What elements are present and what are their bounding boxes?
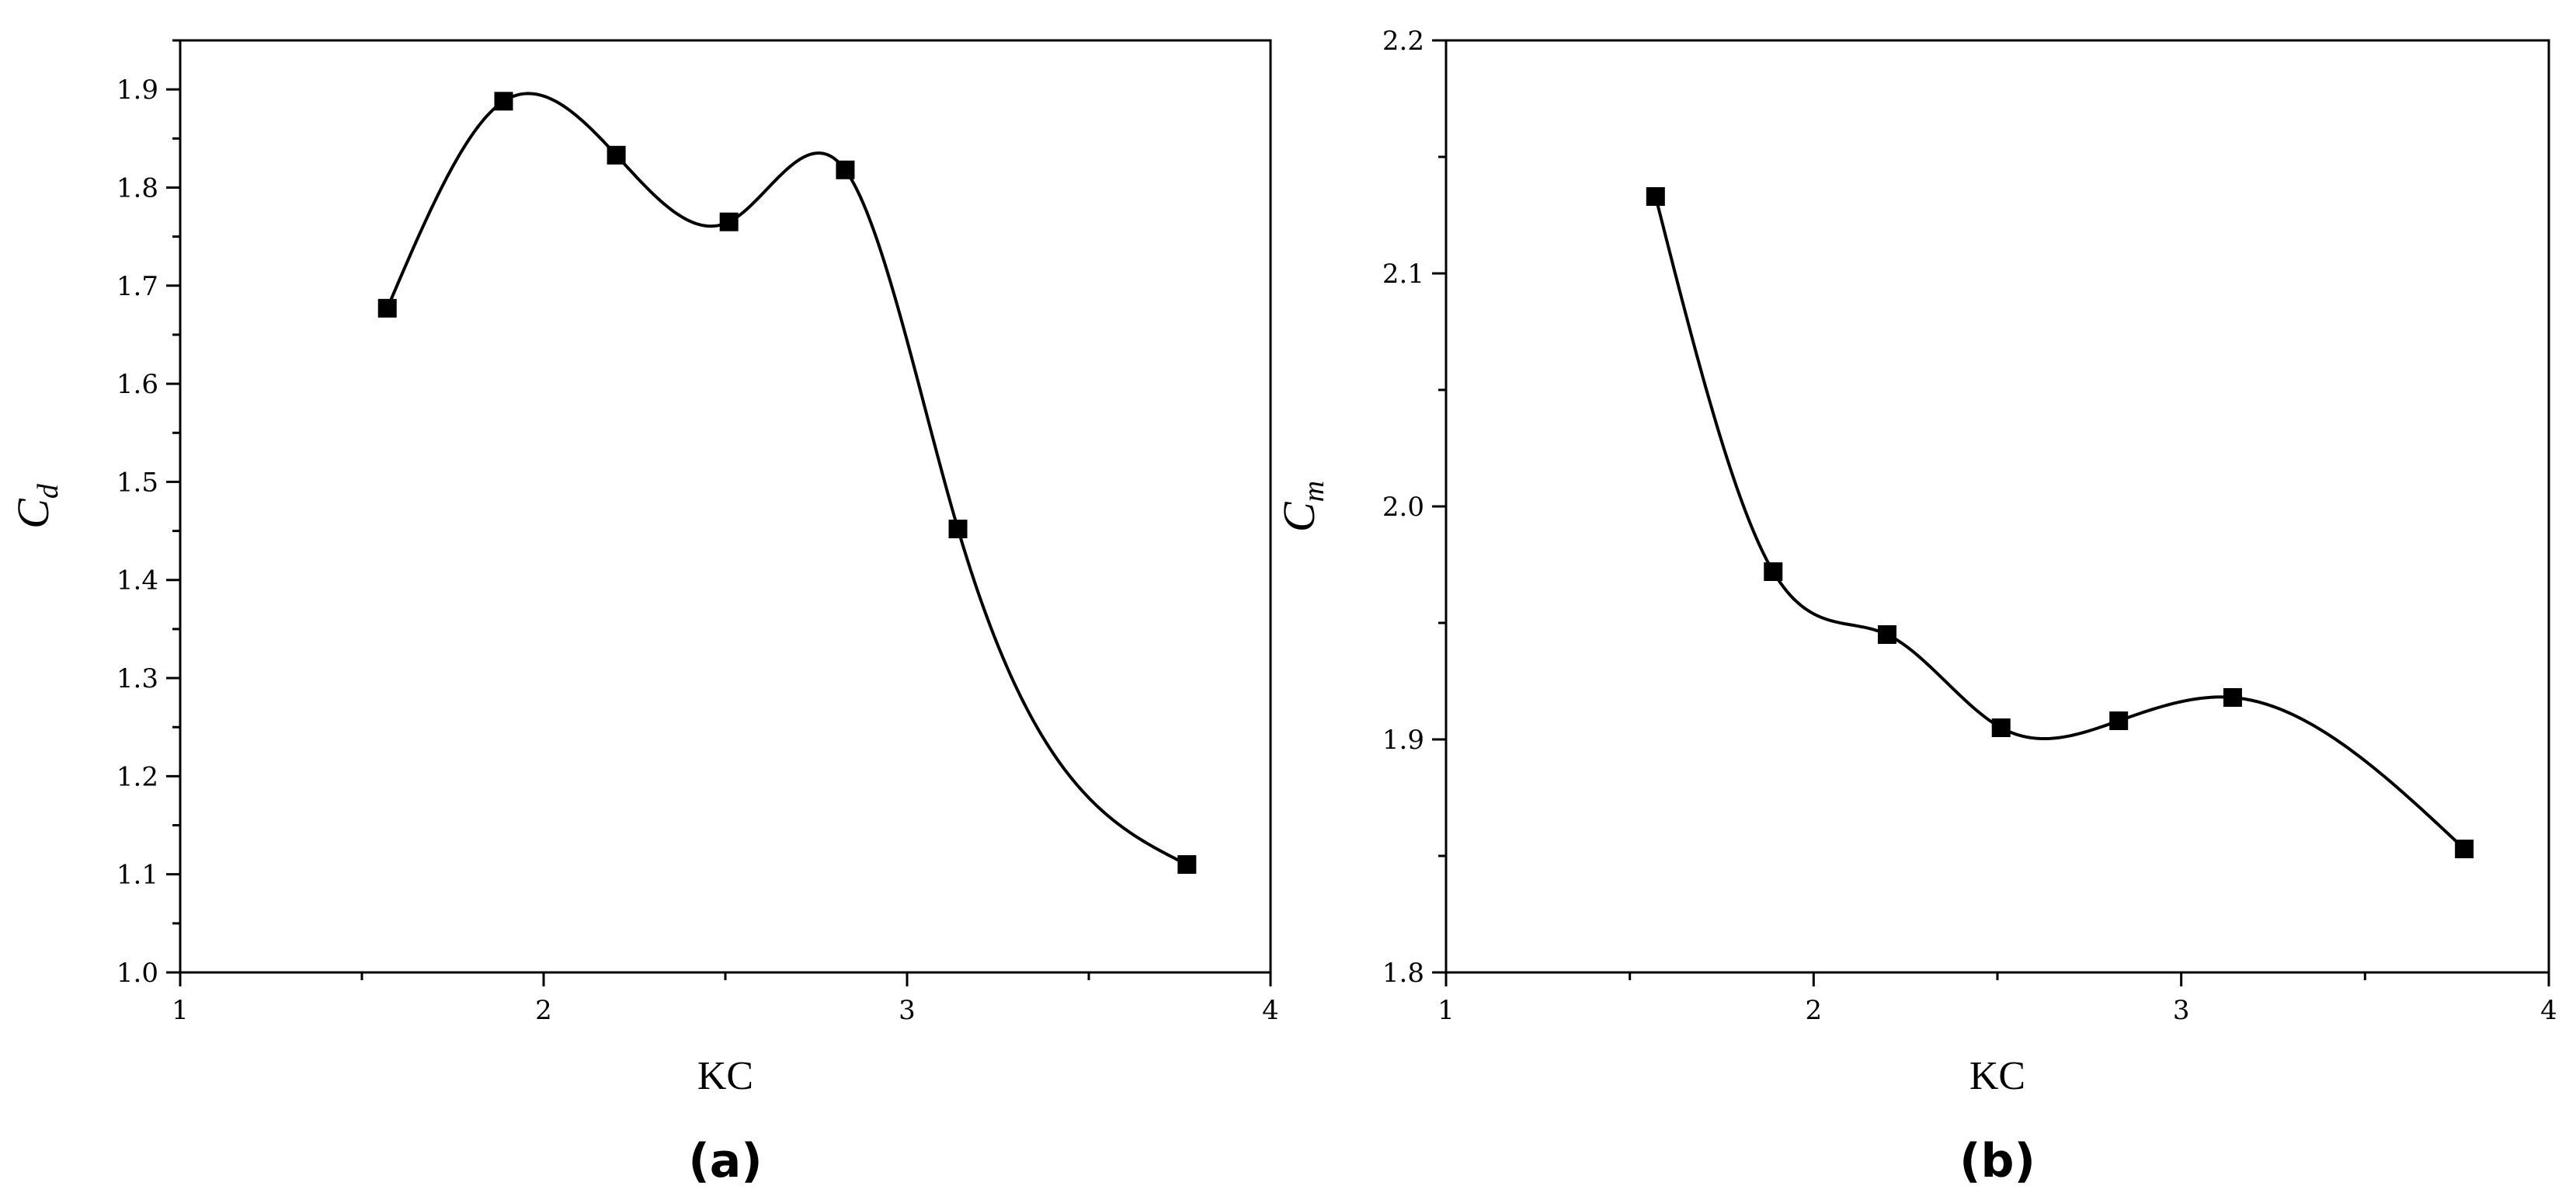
plot-frame-b [1444,39,2550,974]
data-point-b [2109,711,2129,730]
data-point-a [1177,855,1197,875]
x-tick-label-a: 1 [172,995,189,1026]
data-markers-a [377,92,1197,875]
y-tick-label-a: 1.7 [116,271,158,302]
y-axis-title-b: Cm [1274,481,1330,532]
x-tick-label-a: 4 [1262,995,1279,1026]
x-tick-labels-a: 1 2 3 4 [172,995,1279,1026]
x-tick-label-a: 3 [899,995,916,1026]
y-axis-title-sub-a: d [32,483,64,499]
y-tick-label-b: 1.9 [1382,725,1424,756]
series-line-b [1653,196,2466,850]
tick-marks-a [166,39,1272,986]
y-tick-label-a: 1.9 [116,75,158,106]
plot-frame-a [179,39,1272,974]
data-markers-b [1646,187,2474,858]
data-point-b [2455,840,2474,858]
data-point-b [1878,625,1896,644]
x-axis-title-a: KC [697,1054,753,1098]
series-line-a [385,92,1188,866]
y-tick-label-a: 1.1 [116,860,158,891]
data-point-a [836,160,855,179]
y-tick-label-a: 1.8 [116,172,158,203]
y-tick-labels-b: 1.8 1.9 2.0 2.1 2.2 [1382,26,1424,989]
panel-label-b: (b) [1959,1134,2035,1188]
data-point-a [948,520,968,539]
data-point-b [2223,688,2242,707]
y-tick-label-b: 2.0 [1382,492,1424,523]
data-point-b [1764,562,1783,581]
panel-a: 1 2 3 4 1.0 1.1 1.2 1.3 1.4 1.5 1.6 1.7 1.8 1.9 KC C… [8,39,1279,1188]
x-tick-labels-b: 1 2 3 4 [1437,995,2557,1026]
data-point-a [377,298,397,318]
data-point-a [719,212,739,231]
tick-marks-b [1432,39,2550,986]
x-tick-label-b: 3 [2173,995,2190,1026]
y-tick-label-a: 1.0 [116,958,158,989]
x-tick-label-b: 2 [1806,995,1823,1026]
y-tick-label-a: 1.5 [116,467,158,498]
x-tick-label-a: 2 [535,995,552,1026]
y-tick-label-a: 1.4 [116,565,158,597]
y-tick-label-a: 1.2 [116,761,158,792]
y-axis-title-sub-b: m [1298,481,1330,502]
y-tick-label-b: 1.8 [1382,958,1424,989]
data-point-b [1646,187,1665,206]
x-tick-label-b: 1 [1437,995,1455,1026]
y-axis-title-a: Cd [8,483,64,529]
panel-label-a: (a) [688,1134,762,1188]
x-axis-title-b: KC [1969,1054,2025,1098]
y-axis-title-main-b: C [1274,501,1324,532]
data-point-a [494,92,513,111]
y-tick-label-b: 2.2 [1382,26,1424,57]
y-tick-label-b: 2.1 [1382,259,1424,290]
y-tick-label-a: 1.6 [116,369,158,400]
y-tick-labels-a: 1.0 1.1 1.2 1.3 1.4 1.5 1.6 1.7 1.8 1.9 [116,75,158,989]
y-tick-label-a: 1.3 [116,663,158,694]
x-tick-label-b: 4 [2540,995,2557,1026]
data-point-b [1991,718,2011,737]
panel-b: 1 2 3 4 1.8 1.9 2.0 2.1 2.2 KC Cm (b) [1274,26,2557,1188]
data-point-a [607,145,626,165]
y-axis-title-main-a: C [8,498,58,529]
